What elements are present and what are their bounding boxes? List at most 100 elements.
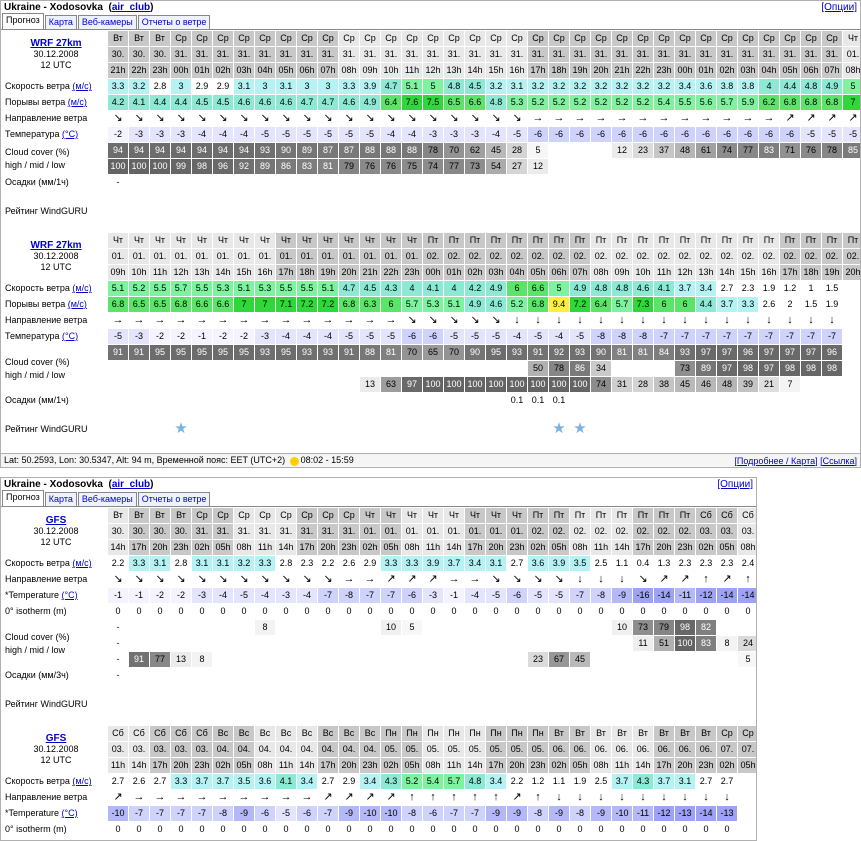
time-cell: 17h bbox=[654, 758, 674, 773]
precip-cell bbox=[486, 175, 506, 190]
dir-cell: ↓ bbox=[570, 313, 590, 328]
forecast-widget-gfs: Ukraine - Xodosovka (air_club) [Опции] П… bbox=[0, 477, 757, 841]
plain-cell: 0 bbox=[633, 822, 653, 837]
dir-cell: → bbox=[150, 790, 170, 805]
model-name[interactable]: GFS bbox=[45, 733, 67, 744]
cloud-cell: 97 bbox=[759, 361, 779, 376]
time-cell: 02. bbox=[801, 249, 821, 264]
wind-direction-arrow-icon: ↓ bbox=[661, 314, 667, 326]
cloud-cell bbox=[843, 345, 860, 360]
time-cell: Вс bbox=[255, 726, 275, 741]
club-link[interactable]: air_club bbox=[111, 2, 151, 13]
temp-cell: -7 bbox=[780, 329, 800, 344]
rating-cell bbox=[486, 191, 506, 231]
precip-cell bbox=[276, 393, 296, 408]
row-label: Скорость ветра (м/с) bbox=[2, 79, 107, 94]
cloud-cell bbox=[381, 636, 401, 651]
wind-cell: 3.7 bbox=[717, 297, 737, 312]
cloud-cell: 81 bbox=[612, 345, 632, 360]
temp-cell: -5 bbox=[255, 127, 275, 142]
time-cell: Пн bbox=[465, 726, 485, 741]
rating-cell bbox=[213, 191, 233, 231]
options-link[interactable]: [Опции] bbox=[717, 479, 753, 490]
temp-cell: -6 bbox=[780, 127, 800, 142]
temp-cell: -1 bbox=[129, 588, 149, 603]
time-cell: 01. bbox=[276, 249, 296, 264]
row-label-text: Cloud cover (%) bbox=[5, 146, 70, 157]
time-cell: Вт bbox=[633, 726, 653, 741]
time-cell: 18h bbox=[297, 265, 317, 280]
cloud-cell: 10 bbox=[612, 620, 632, 635]
row-unit-link[interactable]: (м/с) bbox=[72, 283, 92, 293]
rating-cell bbox=[465, 191, 485, 231]
cloud-cell: 93 bbox=[255, 143, 275, 158]
row-unit-link[interactable]: (м/с) bbox=[67, 299, 87, 309]
cloud-cell: 12 bbox=[528, 159, 548, 174]
temp-cell: -4 bbox=[192, 127, 212, 142]
time-cell: 04. bbox=[297, 742, 317, 757]
row-unit-link[interactable]: (м/с) bbox=[72, 81, 92, 91]
tab-map[interactable]: Карта bbox=[44, 15, 77, 29]
time-cell: 18h bbox=[549, 63, 569, 78]
row-unit-link[interactable]: (°C) bbox=[61, 590, 78, 600]
model-name[interactable]: WRF 27km bbox=[30, 240, 82, 251]
tab-webcams[interactable]: Веб-камеры bbox=[77, 492, 137, 506]
wind-cell: 2.7 bbox=[318, 774, 338, 789]
temp-cell: -6 bbox=[423, 329, 443, 344]
tab-bar: Прогноз Карта Веб-камеры Отчеты о ветре bbox=[1, 490, 756, 507]
wind-cell: 4.1 bbox=[276, 774, 296, 789]
cloud-cell bbox=[213, 361, 233, 376]
dir-row: Направление ветра ↗ → → → → → → → → → ↗ ↗ ↗ ↗ ↑ ↑ ↑ ↑ ↑ ↗ ↑ ↓ ↓… bbox=[2, 790, 756, 805]
cloud-cell bbox=[591, 143, 611, 158]
dir-cell: ↘ bbox=[402, 111, 422, 126]
precip-cell bbox=[318, 393, 338, 408]
precip-cell bbox=[465, 175, 485, 190]
dir-cell: ↓ bbox=[801, 313, 821, 328]
plain-cell: 0 bbox=[255, 822, 275, 837]
cloud-cell: 38 bbox=[654, 377, 674, 392]
precip-cell bbox=[423, 175, 443, 190]
club-link[interactable]: air_club bbox=[111, 479, 151, 490]
time-cell: 07h bbox=[318, 63, 338, 78]
wind-cell: 3.1 bbox=[234, 79, 254, 94]
time-cell: 14h bbox=[717, 265, 737, 280]
wind-cell: 4.1 bbox=[654, 281, 674, 296]
row-unit-link[interactable]: (м/с) bbox=[67, 97, 87, 107]
wind-direction-arrow-icon: ↗ bbox=[344, 791, 354, 803]
wind-direction-arrow-icon: ↑ bbox=[703, 573, 709, 585]
precip-cell bbox=[549, 175, 569, 190]
row-unit-link[interactable]: (м/с) bbox=[72, 558, 92, 568]
plain-cell: 0 bbox=[738, 604, 756, 619]
wind-direction-arrow-icon: ↘ bbox=[113, 112, 123, 124]
details-map-link[interactable]: [Подробнее / Карта] bbox=[734, 455, 818, 466]
row-unit-link[interactable]: (°C) bbox=[62, 331, 79, 341]
permalink[interactable]: [Ссылка] bbox=[820, 455, 857, 466]
time-cell: 14h bbox=[276, 540, 296, 555]
wind-direction-arrow-icon: ↘ bbox=[134, 573, 144, 585]
row-unit-link[interactable]: (°C) bbox=[62, 129, 79, 139]
row-unit-link[interactable]: (м/с) bbox=[72, 776, 92, 786]
time-cell: Чт bbox=[360, 508, 380, 523]
row-unit-link[interactable]: (°C) bbox=[61, 808, 78, 818]
wind-direction-arrow-icon: ↓ bbox=[598, 573, 604, 585]
tab-webcams[interactable]: Веб-камеры bbox=[77, 15, 137, 29]
model-name[interactable]: GFS bbox=[45, 515, 67, 526]
dir-cell: → bbox=[276, 313, 296, 328]
time-cell: 08h bbox=[591, 758, 611, 773]
time-cell: Ср bbox=[255, 31, 275, 46]
cloud-cell bbox=[507, 620, 527, 635]
cloud-cell: 48 bbox=[717, 377, 737, 392]
cloud-cell bbox=[633, 652, 653, 667]
options-link[interactable]: [Опции] bbox=[821, 2, 857, 13]
plain-cell: 0 bbox=[654, 604, 674, 619]
model-name[interactable]: WRF 27km bbox=[30, 38, 82, 49]
tab-wind-reports[interactable]: Отчеты о ветре bbox=[137, 492, 211, 506]
tab-forecast[interactable]: Прогноз bbox=[2, 490, 44, 506]
wind-cell: 2.9 bbox=[339, 774, 359, 789]
rating-cell bbox=[234, 684, 254, 724]
precip-cell bbox=[549, 668, 569, 683]
tab-wind-reports[interactable]: Отчеты о ветре bbox=[137, 15, 211, 29]
cloud-cell bbox=[276, 377, 296, 392]
tab-forecast[interactable]: Прогноз bbox=[2, 13, 44, 29]
tab-map[interactable]: Карта bbox=[44, 492, 77, 506]
